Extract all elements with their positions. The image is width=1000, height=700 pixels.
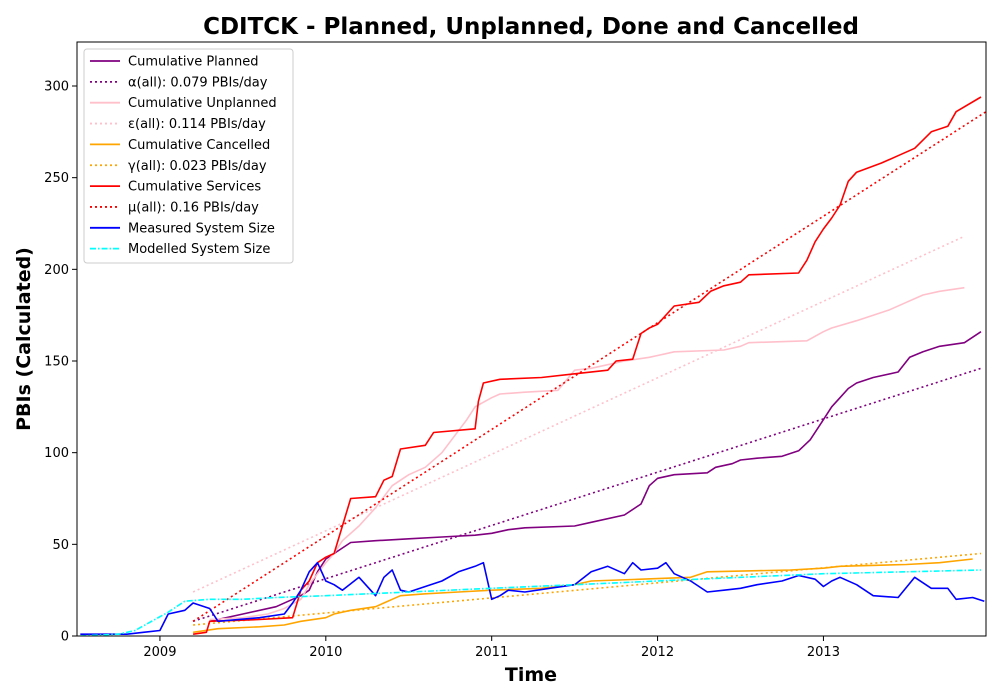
y-tick-label: 150 — [44, 355, 69, 370]
legend-label-1: Cumulative Planned — [128, 55, 258, 70]
legend-label-10: Modelled System Size — [128, 242, 270, 257]
x-tick-label: 2009 — [143, 645, 176, 660]
legend-label-2: α(all): 0.079 PBIs/day — [128, 75, 268, 90]
y-tick-label: 200 — [44, 263, 69, 278]
axes-frame — [76, 41, 987, 637]
legend-label-6: γ(all): 0.023 PBIs/day — [128, 159, 267, 174]
y-tick-label: 300 — [44, 80, 69, 95]
series-line-7 — [192, 96, 982, 635]
series-layer — [80, 96, 986, 636]
chart-title: CDITCK - Planned, Unplanned, Done and Ca… — [203, 14, 859, 40]
x-axis-ticks: 2009 2010 2011 2012 2013 — [143, 636, 840, 660]
legend-label-8: μ(all): 0.16 PBIs/day — [128, 200, 259, 215]
legend-box — [83, 48, 294, 264]
series-line-9 — [80, 561, 985, 636]
series-line-6 — [193, 552, 982, 626]
series-line-10 — [80, 569, 982, 636]
series-line-4 — [192, 235, 965, 593]
y-tick-label: 50 — [52, 538, 69, 553]
legend-label-5: Cumulative Cancelled — [128, 138, 270, 153]
legend-label-9: Measured System Size — [128, 221, 275, 236]
y-tick-label: 0 — [61, 630, 69, 645]
x-tick-label: 2013 — [807, 645, 840, 660]
x-tick-label: 2012 — [641, 645, 674, 660]
series-line-1 — [209, 331, 982, 623]
legend-label-7: Cumulative Services — [128, 180, 261, 195]
series-line-3 — [209, 286, 965, 621]
y-tick-label: 100 — [44, 446, 69, 461]
legend-label-4: ε(all): 0.114 PBIs/day — [128, 117, 266, 132]
x-tick-label: 2010 — [309, 645, 342, 660]
x-axis-label: Time — [505, 664, 557, 686]
series-line-8 — [192, 111, 986, 622]
legend: Cumulative Planned α(all): 0.079 PBIs/day… — [83, 48, 294, 264]
y-tick-label: 250 — [44, 171, 69, 186]
legend-label-3: Cumulative Unplanned — [128, 96, 277, 111]
y-axis-label: PBIs (Calculated) — [13, 247, 35, 431]
y-axis-ticks: 0 50 100 150 200 250 300 — [44, 80, 77, 645]
x-tick-label: 2011 — [475, 645, 508, 660]
series-line-2 — [192, 367, 982, 623]
plot-area: 2009 2010 2011 2012 2013 0 50 100 150 200 250 300 — [44, 41, 987, 660]
